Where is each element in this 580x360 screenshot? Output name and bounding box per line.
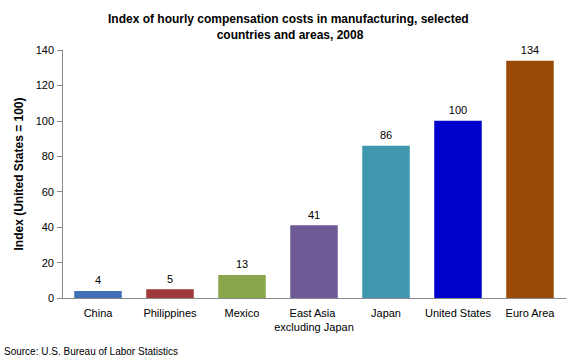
svg-text:Source: U.S. Bureau of Labor S: Source: U.S. Bureau of Labor Statistics <box>4 346 178 357</box>
svg-text:Euro Area: Euro Area <box>506 307 556 319</box>
svg-text:41: 41 <box>308 209 320 221</box>
svg-text:100: 100 <box>36 115 54 127</box>
svg-text:60: 60 <box>42 186 54 198</box>
svg-text:Philippines: Philippines <box>143 307 197 319</box>
svg-text:13: 13 <box>236 258 248 270</box>
svg-text:Index of hourly compensation c: Index of hourly compensation costs in ma… <box>108 12 472 26</box>
svg-text:4: 4 <box>95 274 101 286</box>
svg-text:20: 20 <box>42 257 54 269</box>
svg-text:86: 86 <box>380 129 392 141</box>
svg-text:East Asia: East Asia <box>290 307 339 319</box>
svg-text:Japan: Japan <box>371 307 401 319</box>
svg-text:0: 0 <box>48 292 54 304</box>
svg-text:Index (United States = 100): Index (United States = 100) <box>12 97 26 250</box>
svg-text:140: 140 <box>36 44 54 56</box>
svg-text:excluding Japan: excluding Japan <box>274 321 354 333</box>
svg-text:120: 120 <box>36 79 54 91</box>
svg-text:40: 40 <box>42 221 54 233</box>
svg-text:countries and areas, 2008: countries and areas, 2008 <box>217 28 364 42</box>
svg-text:80: 80 <box>42 150 54 162</box>
svg-text:100: 100 <box>449 104 467 116</box>
svg-text:Mexico: Mexico <box>225 307 260 319</box>
svg-text:134: 134 <box>521 44 539 56</box>
svg-text:United States: United States <box>425 307 492 319</box>
svg-text:China: China <box>84 307 114 319</box>
svg-text:5: 5 <box>167 273 173 285</box>
